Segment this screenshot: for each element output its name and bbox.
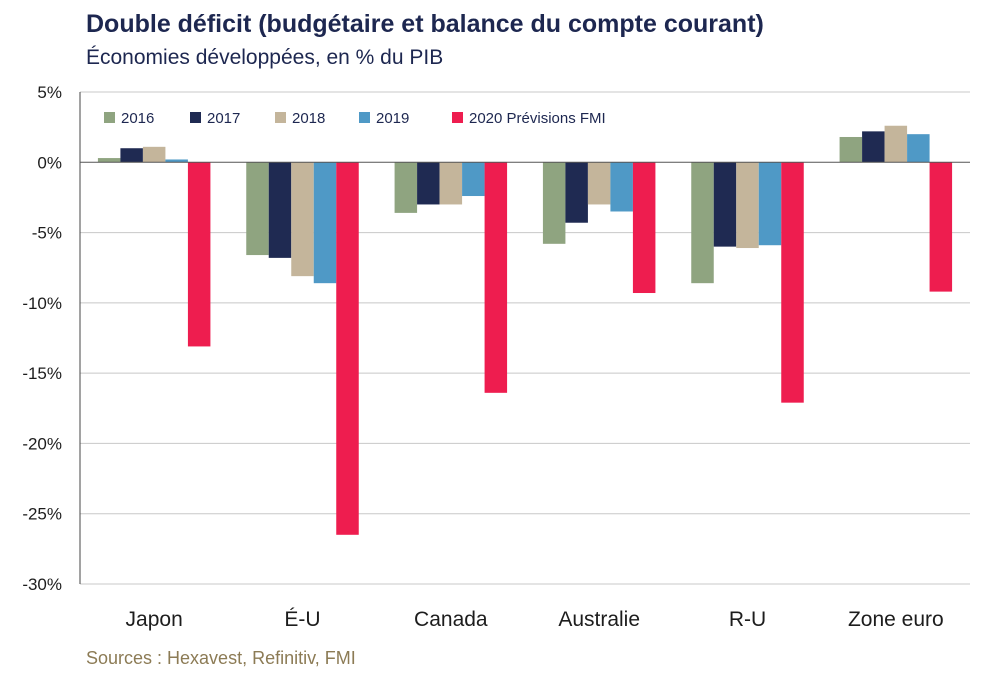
bar xyxy=(187,162,211,347)
y-tick-label: -15% xyxy=(22,364,62,383)
legend-swatch xyxy=(190,112,201,123)
bar xyxy=(120,148,143,163)
legend-label: 2016 xyxy=(121,110,154,127)
y-tick-label: -5% xyxy=(32,224,62,243)
bar xyxy=(907,134,930,163)
bar xyxy=(462,162,485,197)
x-tick-label: Canada xyxy=(414,608,488,631)
x-tick-label: Japon xyxy=(126,608,183,631)
legend-label: 2017 xyxy=(207,110,240,127)
bar xyxy=(736,162,759,249)
y-tick-label: -25% xyxy=(22,505,62,524)
bar xyxy=(417,162,440,205)
y-tick-label: -10% xyxy=(22,294,62,313)
legend-swatch xyxy=(104,112,115,123)
bar xyxy=(336,162,359,535)
bar xyxy=(484,162,508,393)
y-tick-label: -20% xyxy=(22,434,62,453)
bar xyxy=(862,131,885,163)
bar xyxy=(781,162,804,403)
legend-swatch xyxy=(275,112,286,123)
bar xyxy=(565,162,588,223)
x-tick-label: R-U xyxy=(729,608,766,631)
bar xyxy=(439,162,463,205)
x-tick-label: É-U xyxy=(284,608,320,631)
legend-swatch xyxy=(452,112,463,123)
bar xyxy=(542,162,566,244)
bar xyxy=(691,162,714,284)
bar xyxy=(142,146,166,163)
legend-label: 2020 Prévisions FMI xyxy=(469,110,606,127)
bar xyxy=(632,162,656,294)
bar xyxy=(97,158,121,163)
legend-label: 2018 xyxy=(292,110,325,127)
bar xyxy=(165,159,188,163)
bar xyxy=(610,162,633,212)
bar xyxy=(291,162,314,277)
y-tick-label: 0% xyxy=(37,153,62,172)
chart-title: Double déficit (budgétaire et balance du… xyxy=(86,10,764,38)
bar xyxy=(713,162,737,247)
x-tick-label: Zone euro xyxy=(848,608,944,631)
bar xyxy=(929,162,953,292)
legend-swatch xyxy=(359,112,370,123)
y-tick-label: -30% xyxy=(22,575,62,594)
x-tick-label: Australie xyxy=(558,608,640,631)
source-note: Sources : Hexavest, Refinitiv, FMI xyxy=(86,648,356,668)
y-tick-label: 5% xyxy=(37,83,62,102)
bar xyxy=(587,162,611,205)
bar xyxy=(313,162,337,284)
legend-label: 2019 xyxy=(376,110,409,127)
bar xyxy=(246,162,269,256)
bar xyxy=(884,125,908,163)
bar xyxy=(394,162,418,213)
chart-subtitle: Économies développées, en % du PIB xyxy=(86,46,444,69)
bar xyxy=(839,136,863,163)
bar xyxy=(268,162,292,258)
bar xyxy=(758,162,782,246)
